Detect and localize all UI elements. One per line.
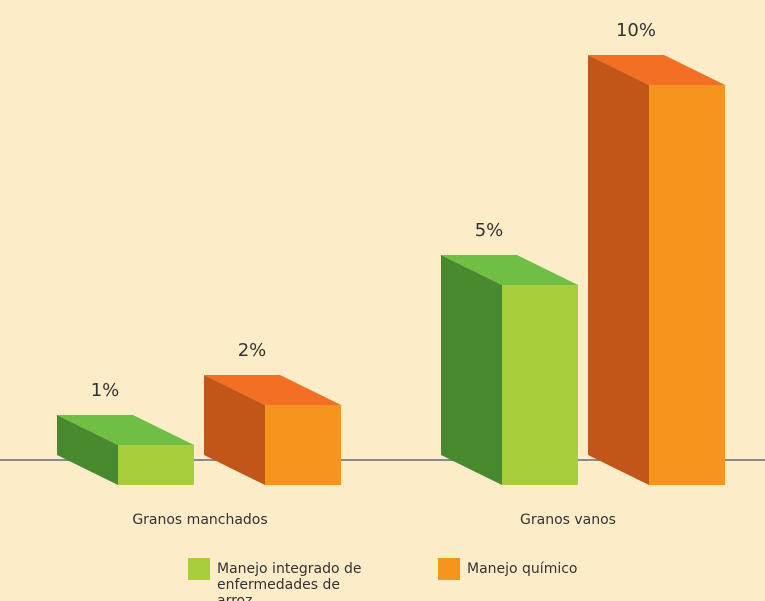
x-tick-label: Granos manchados [132,512,267,528]
legend-swatch [438,558,460,580]
bar-front [118,445,194,485]
bar [57,415,194,485]
bar-side [57,415,118,485]
bar-top [441,255,578,285]
legend-swatch [188,558,210,580]
plot: Granos manchados 1% 2% Granos vanos 5% 10% [0,20,765,528]
bar [204,375,341,485]
bar-top [588,55,725,85]
bar-side [441,255,502,485]
bar [441,255,578,485]
value-label: 5% [475,220,504,241]
bar-front [265,405,341,485]
legend-item: Manejo integrado de enfermedades de arro… [188,558,377,601]
legend-label: Manejo integrado de enfermedades de arro… [217,561,362,601]
legend: Manejo integrado de enfermedades de arro… [0,556,765,601]
legend-item: Manejo químico [438,558,667,580]
x-tick-label: Granos vanos [520,512,616,528]
bar [588,55,725,485]
bar-top [204,375,341,405]
value-label: 1% [91,380,120,401]
value-label: 2% [238,340,267,361]
legend-label: Manejo químico [467,561,578,577]
bar-front [502,285,578,485]
bar-side [588,55,649,485]
bar-front [649,85,725,485]
value-label: 10% [616,20,656,41]
bar-top [57,415,194,445]
bar-side [204,375,265,485]
